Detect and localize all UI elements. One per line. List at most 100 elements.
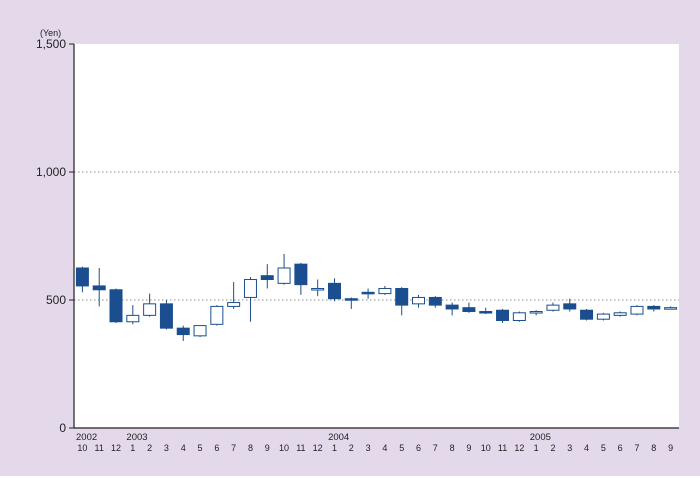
candle [126, 305, 140, 325]
candle [563, 298, 577, 312]
candle [227, 282, 241, 309]
candle [428, 296, 442, 308]
candle-body-down [294, 263, 308, 286]
candle-body-down [361, 291, 375, 295]
candle [193, 325, 207, 338]
candle-body-down [344, 298, 358, 301]
candle-body-up [243, 279, 257, 298]
candle [479, 307, 493, 315]
x-month-label: 6 [416, 443, 421, 453]
x-month-label: 1 [130, 443, 135, 453]
candle [412, 294, 426, 308]
candle [92, 268, 106, 307]
candle-body-up [143, 303, 157, 316]
candle-body-down [92, 285, 106, 291]
candle [462, 302, 476, 313]
candle-body-down [176, 327, 190, 336]
x-month-label: 12 [313, 443, 323, 453]
candle [613, 311, 627, 317]
x-month-label: 6 [618, 443, 623, 453]
candle-body-up [664, 307, 678, 310]
x-month-label: 1 [332, 443, 337, 453]
candle-body-down [260, 275, 274, 281]
x-month-label: 7 [231, 443, 236, 453]
x-month-label: 7 [634, 443, 639, 453]
candle-body-down [647, 305, 661, 310]
candle [395, 287, 409, 316]
candle-body-up [529, 311, 543, 314]
candle [311, 279, 325, 297]
candle [529, 310, 543, 316]
candle-body-down [462, 307, 476, 313]
x-month-label: 11 [296, 443, 305, 453]
candle-body-down [109, 289, 123, 323]
candle-body-down [159, 303, 173, 329]
x-month-label: 2 [147, 443, 152, 453]
x-month-label: 10 [481, 443, 491, 453]
candle-body-down [563, 303, 577, 310]
candle [344, 297, 358, 309]
x-month-label: 6 [214, 443, 219, 453]
x-month-label: 2 [550, 443, 555, 453]
candle [496, 308, 510, 324]
x-year-label: 2002 [76, 432, 97, 443]
x-month-label: 10 [77, 443, 87, 453]
candle [159, 300, 173, 330]
candle [445, 302, 459, 316]
x-month-label: 4 [382, 443, 387, 453]
y-unit-label: (Yen) [40, 28, 61, 38]
candle [260, 264, 274, 289]
candle-body-up [630, 305, 644, 315]
y-tick-label: 1,000 [36, 165, 66, 179]
candle-body-down [75, 267, 89, 287]
candle-body-down [580, 309, 594, 320]
candle-body-up [596, 313, 610, 320]
x-month-label: 4 [584, 443, 589, 453]
candle [243, 276, 257, 322]
candle [546, 302, 560, 312]
candle [630, 305, 644, 316]
candle [580, 308, 594, 321]
candle-body-down [395, 287, 409, 306]
y-tick-label: 1,500 [36, 37, 66, 51]
candle-body-up [546, 304, 560, 311]
candle [109, 288, 123, 324]
candle-body-up [227, 302, 241, 307]
y-tick-label: 0 [59, 421, 66, 435]
candle-body-up [277, 267, 291, 284]
candle-body-up [412, 296, 426, 305]
candle-body-down [479, 311, 493, 314]
candle [512, 311, 526, 322]
plot-area [74, 44, 679, 428]
x-month-label: 8 [651, 443, 656, 453]
candle [596, 312, 610, 321]
candle-body-down [327, 282, 341, 300]
x-month-label: 3 [567, 443, 572, 453]
candle [176, 325, 190, 341]
x-month-label: 2 [349, 443, 354, 453]
candle-body-up [512, 312, 526, 321]
candle [664, 306, 678, 310]
x-month-label: 5 [399, 443, 404, 453]
candle [143, 293, 157, 317]
x-month-label: 9 [265, 443, 270, 453]
x-month-label: 8 [248, 443, 253, 453]
candle-body-up [126, 314, 140, 323]
x-month-label: 3 [366, 443, 371, 453]
x-year-label: 2005 [530, 432, 551, 443]
x-year-label: 2003 [126, 432, 147, 443]
x-month-label: 3 [164, 443, 169, 453]
x-month-label: 5 [198, 443, 203, 453]
x-month-label: 12 [111, 443, 121, 453]
candle-body-up [210, 305, 224, 325]
candle [361, 288, 375, 299]
x-month-label: 9 [466, 443, 471, 453]
candle [210, 305, 224, 326]
candle-series [75, 253, 678, 341]
candle [277, 253, 291, 285]
x-month-label: 7 [433, 443, 438, 453]
x-month-label: 12 [514, 443, 524, 453]
candle [327, 278, 341, 302]
candle-body-down [428, 296, 442, 306]
